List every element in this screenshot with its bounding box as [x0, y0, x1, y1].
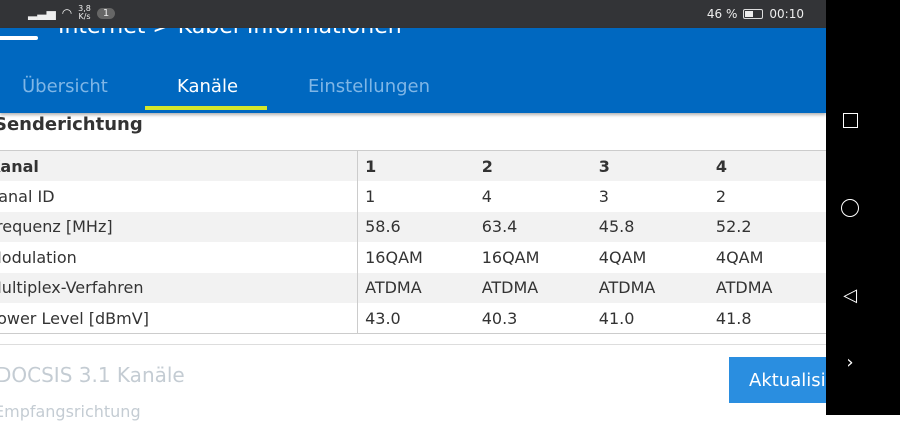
cell-value: 1: [365, 186, 376, 206]
battery-icon: [743, 9, 764, 19]
cell-value: ATDMA: [481, 278, 539, 298]
android-nav-bar: ◁ ›: [826, 0, 900, 415]
table-row: Power Level [dBmV] 43.0 40.3 41.0 41.8: [0, 303, 826, 334]
cell-value: ATDMA: [715, 278, 773, 298]
cell-value: 45.8: [598, 217, 635, 237]
refresh-button[interactable]: Aktualisieren: [729, 357, 866, 403]
tab-uebersicht[interactable]: Übersicht: [22, 76, 108, 97]
active-tab-indicator: [145, 106, 267, 110]
wifi-icon: ◠: [61, 6, 73, 20]
cell-value: 2: [715, 186, 727, 206]
back-icon[interactable]: ◁: [843, 284, 857, 306]
table-header-row: Kanal1234: [0, 150, 826, 181]
cell-value: 4: [708, 150, 826, 181]
page-title: Internet > Kabel-Informationen: [58, 28, 402, 39]
chevron-right-icon[interactable]: ›: [846, 351, 854, 373]
row-label: Kanal ID: [0, 181, 359, 212]
divider: [0, 344, 826, 345]
cell-value: 4: [481, 186, 492, 206]
home-icon[interactable]: [840, 198, 860, 218]
cell-value: 16QAM: [481, 247, 540, 267]
clock: 00:10: [769, 7, 804, 21]
menu-icon[interactable]: [0, 36, 38, 40]
docsis-subtitle: Empfangsrichtung: [0, 402, 141, 421]
notification-badge: 1: [96, 7, 116, 19]
cell-value: 16QAM: [365, 247, 423, 267]
row-label: Kanal: [0, 150, 359, 181]
status-bar: ▂▃▅ ◠ 3,8 K/s 1 46 % 00:10: [0, 0, 826, 28]
app-header: Internet > Kabel-Informationen Übersicht…: [0, 28, 826, 113]
network-speed: 3,8 K/s: [78, 5, 91, 21]
cell-value: 52.2: [715, 217, 752, 237]
tab-kanaele[interactable]: Kanäle: [177, 76, 239, 97]
speed-value: 3,8: [78, 4, 91, 13]
cell-value: ATDMA: [598, 278, 656, 298]
cell-value: ATDMA: [365, 278, 422, 298]
row-label: Power Level [dBmV]: [0, 303, 359, 334]
cell-value: 3: [598, 186, 609, 206]
cell-value: 41.8: [708, 303, 826, 334]
cell-value: 4QAM: [715, 247, 764, 267]
row-label: Multiplex-Verfahren: [0, 272, 359, 303]
tab-einstellungen[interactable]: Einstellungen: [308, 76, 431, 97]
cell-value: 58.6: [365, 217, 401, 237]
table-row: Frequenz [MHz] 58.6 63.4 45.8 52.2: [0, 211, 826, 242]
table-row: Kanal ID 1 4 3 2: [0, 181, 826, 212]
cell-value: 41.0: [591, 303, 709, 334]
cell-value: 43.0: [357, 303, 475, 334]
row-label: Frequenz [MHz]: [0, 211, 359, 242]
docsis-section-title: DOCSIS 3.1 Kanäle: [0, 363, 185, 387]
cell-value: 63.4: [481, 217, 518, 237]
cell-value: 1: [357, 150, 475, 181]
speed-unit: K/s: [78, 12, 91, 21]
cell-value: 40.3: [474, 303, 592, 334]
section-title: Senderichtung: [0, 114, 143, 135]
battery-percent: 46 %: [706, 7, 738, 21]
recents-icon[interactable]: [840, 110, 860, 130]
row-label: Modulation: [0, 242, 359, 273]
table-row: Multiplex-Verfahren ATDMA ATDMA ATDMA ATDMA: [0, 272, 826, 303]
cell-value: 2: [474, 150, 592, 181]
signal-icon: ▂▃▅: [28, 6, 56, 20]
table-row: Modulation 16QAM 16QAM 4QAM 4QAM: [0, 242, 826, 273]
cell-value: 3: [591, 150, 709, 181]
cell-value: 4QAM: [598, 247, 647, 267]
